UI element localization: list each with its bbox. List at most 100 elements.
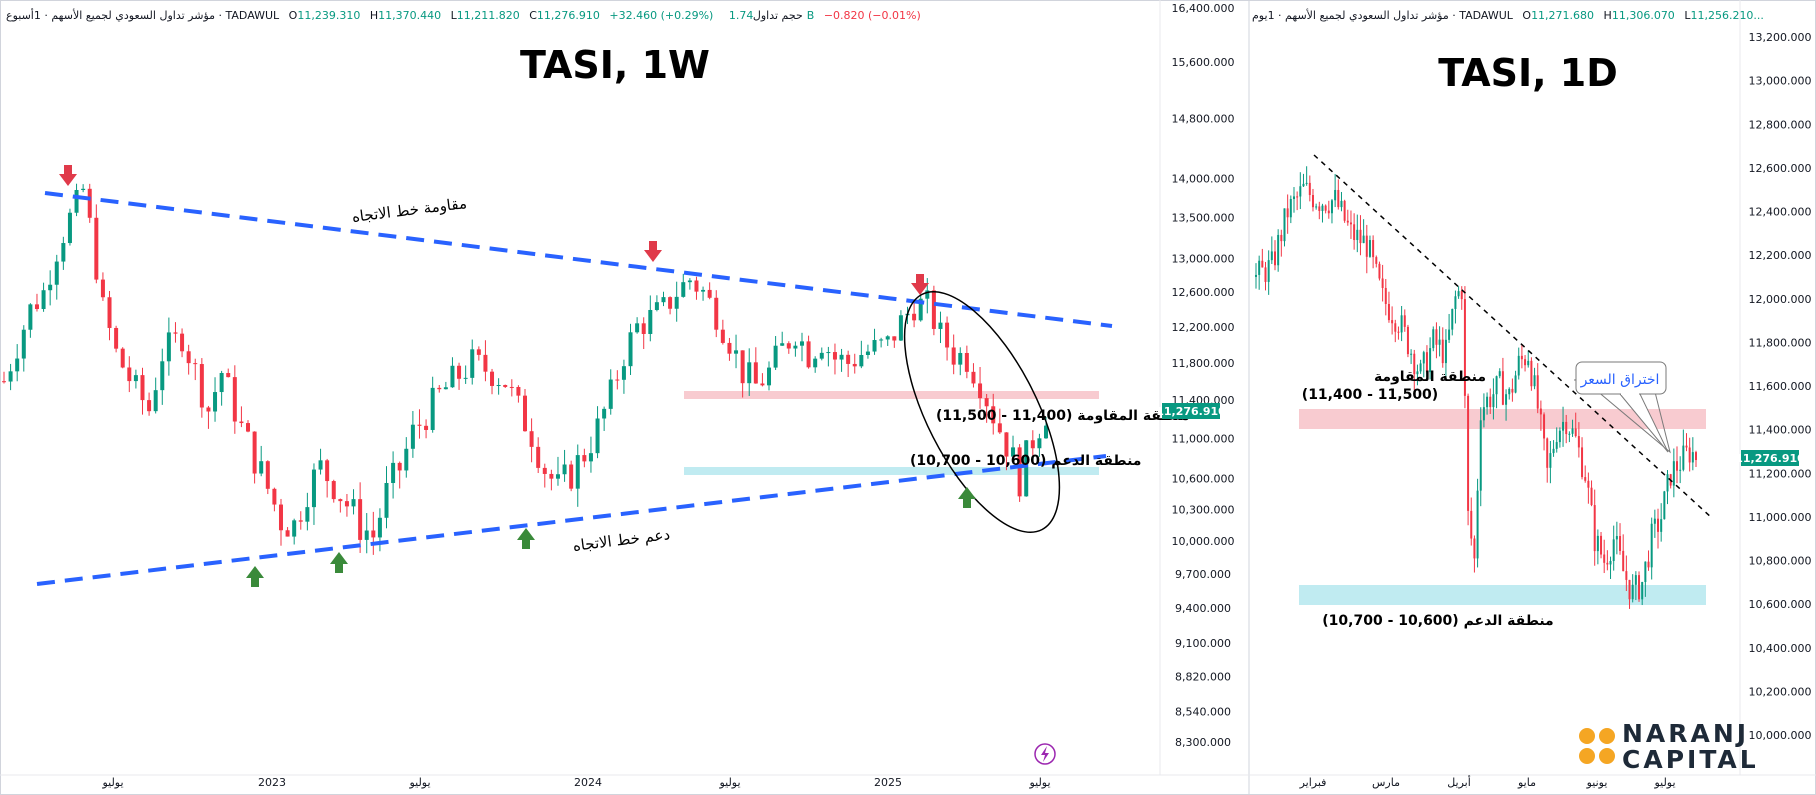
- candle-body: [1454, 296, 1457, 309]
- candle-body: [1663, 491, 1666, 520]
- candle-body: [94, 217, 99, 280]
- candle-body: [1641, 582, 1644, 600]
- candle-body: [740, 350, 745, 384]
- candle-body: [767, 367, 772, 386]
- candle-body: [265, 461, 270, 489]
- candle-body: [1552, 448, 1555, 454]
- candle-body: [1368, 240, 1371, 257]
- candle-body: [127, 367, 132, 382]
- daily-pane[interactable]: مؤشر تداول السعودي لجميع الأسهم · 1يوم ·…: [1252, 8, 1811, 789]
- daily-time-axis[interactable]: فبراير مارس أبريل مايو يونيو يوليو: [1299, 775, 1676, 789]
- candle-body: [707, 289, 712, 298]
- price-axis-label: 8,540.000: [1175, 705, 1231, 718]
- candle-body: [608, 379, 613, 409]
- candle-body: [1429, 348, 1432, 373]
- candle-body: [1638, 575, 1641, 600]
- candle-body: [1625, 571, 1628, 580]
- candle-body: [1546, 438, 1549, 468]
- arrow-up-icon: [517, 528, 535, 549]
- lightning-icon[interactable]: [1034, 743, 1056, 765]
- price-axis-label: 12,600.000: [1172, 286, 1235, 299]
- candle-body: [1302, 183, 1305, 187]
- candle-body: [410, 424, 415, 449]
- weekly-resistance-trendline[interactable]: [44, 191, 1113, 328]
- daily-down-trendline[interactable]: [1313, 154, 1713, 519]
- candle-body: [1258, 260, 1261, 275]
- candle-body: [1555, 442, 1558, 449]
- candle-body: [898, 315, 903, 341]
- candle-body: [1539, 408, 1542, 415]
- price-axis-label: 16,400.000: [1172, 2, 1235, 15]
- candle-body: [978, 383, 983, 399]
- candle-body: [1650, 523, 1653, 568]
- candle-body: [298, 520, 303, 522]
- weekly-price-tag-text: 11,276.910: [1156, 405, 1226, 418]
- candle-body: [555, 474, 560, 479]
- candle-body: [1324, 205, 1327, 211]
- candle-body: [529, 431, 534, 447]
- weekly-support-trendline[interactable]: [36, 454, 1107, 586]
- daily-price-tag-text: 11,276.910: [1735, 452, 1805, 465]
- candle-body: [133, 375, 138, 382]
- candle-body: [819, 352, 824, 359]
- weekly-highlight-ellipse[interactable]: [873, 269, 1091, 554]
- candle-body: [213, 392, 218, 412]
- daily-resistance-zone[interactable]: [1299, 409, 1706, 429]
- candle-body: [358, 499, 363, 540]
- candle-body: [259, 461, 264, 474]
- candle-body: [1581, 447, 1584, 478]
- candle-body: [450, 365, 455, 388]
- candle-body: [588, 453, 593, 462]
- candle-body: [503, 385, 508, 387]
- candle-body: [938, 322, 943, 329]
- candle-body: [292, 520, 297, 537]
- candle-body: [1356, 229, 1359, 241]
- candle-body: [1527, 360, 1530, 366]
- weekly-price-axis[interactable]: 16,400.000 15,600.000 14,800.000 14,000.000…: [1172, 2, 1235, 749]
- weekly-support-zone[interactable]: [684, 467, 1099, 475]
- candle-body: [714, 297, 719, 330]
- candle-body: [661, 297, 666, 303]
- price-axis-label: 10,300.000: [1172, 503, 1235, 516]
- candle-body: [945, 322, 950, 348]
- daily-open: 11,271.680: [1531, 9, 1594, 22]
- weekly-resistance-zone[interactable]: [684, 391, 1099, 399]
- daily-price-tag: [1741, 450, 1799, 466]
- price-axis-label: 8,300.000: [1175, 736, 1231, 749]
- candle-body: [67, 212, 72, 244]
- candle-body: [727, 342, 732, 354]
- candle-body: [1691, 452, 1694, 463]
- candle-body: [1441, 339, 1444, 364]
- candle-body: [1037, 438, 1042, 449]
- candle-body: [1492, 394, 1495, 408]
- weekly-price-tag: [1162, 403, 1220, 419]
- daily-support-zone[interactable]: [1299, 585, 1706, 605]
- candle-body: [1612, 539, 1615, 561]
- weekly-pane[interactable]: مؤشر تداول السعودي لجميع الأسهم · 1أسبوع…: [2, 2, 1234, 789]
- candle-body: [193, 363, 198, 365]
- candle-body: [1321, 205, 1324, 211]
- candle-body: [1584, 477, 1587, 481]
- daily-price-axis[interactable]: 13,200.000 13,000.000 12,800.000 12,600.000…: [1749, 31, 1812, 742]
- candle-body: [21, 329, 26, 359]
- candle-body: [470, 349, 475, 378]
- candle-body: [1606, 562, 1609, 565]
- candle-body: [1387, 304, 1390, 321]
- candle-body: [997, 423, 1002, 433]
- price-axis-label: 11,000.000: [1749, 511, 1812, 524]
- candle-body: [1451, 308, 1454, 330]
- candle-body: [239, 421, 244, 424]
- candle-body: [153, 390, 158, 412]
- candle-body: [641, 323, 646, 334]
- candle-body: [1489, 396, 1492, 408]
- price-axis-label: 12,200.000: [1172, 321, 1235, 334]
- candle-body: [1315, 206, 1318, 208]
- candle-body: [1644, 561, 1647, 583]
- candle-body: [1394, 323, 1397, 332]
- candle-body: [1416, 371, 1419, 375]
- candle-body: [1286, 208, 1289, 218]
- weekly-time-axis[interactable]: يوليو 2023 يوليو 2024 يوليو 2025 يوليو: [101, 776, 1050, 789]
- candle-body: [8, 371, 13, 382]
- candle-body: [1657, 518, 1660, 532]
- candle-body: [1498, 371, 1501, 377]
